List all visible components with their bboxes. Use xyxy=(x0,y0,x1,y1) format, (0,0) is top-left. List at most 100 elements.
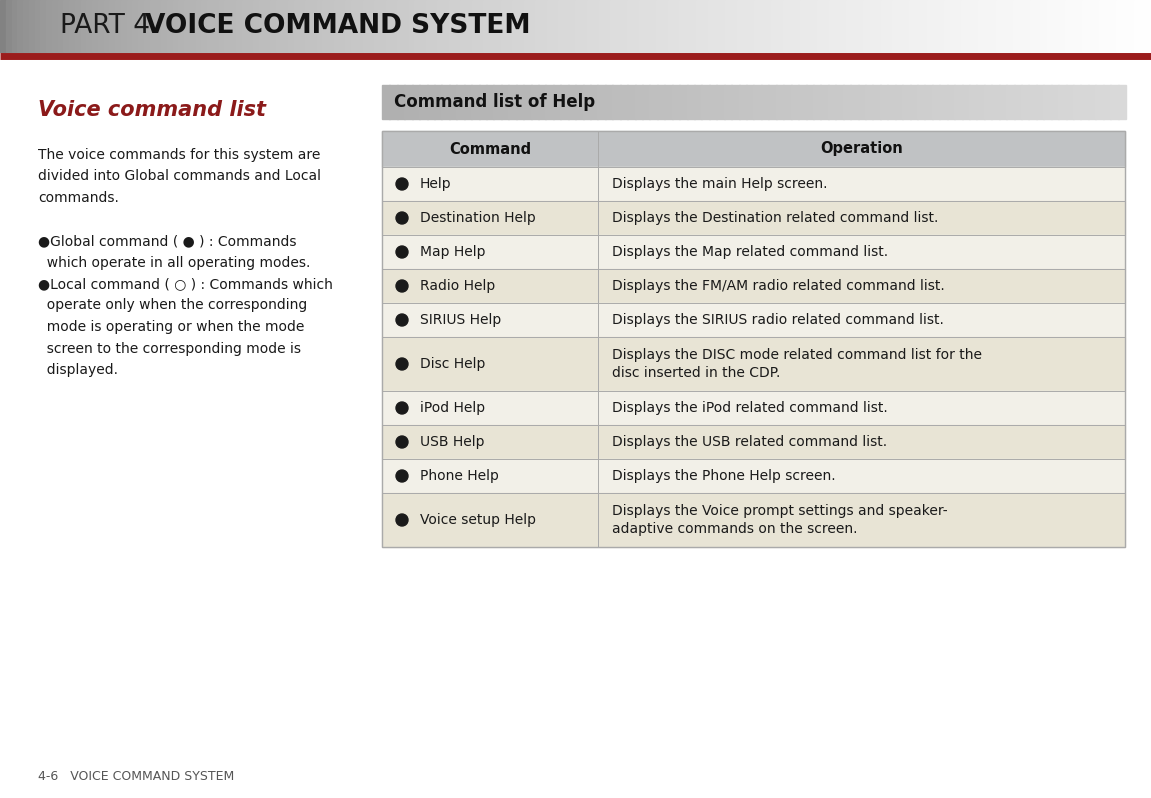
Bar xyxy=(1116,0,1123,52)
Bar xyxy=(604,0,611,52)
Bar xyxy=(857,0,864,52)
Bar xyxy=(426,0,433,52)
Bar xyxy=(40,0,47,52)
Bar xyxy=(761,85,769,119)
Bar xyxy=(397,85,405,119)
Bar xyxy=(924,85,932,119)
Bar xyxy=(857,85,866,119)
Bar xyxy=(927,0,933,52)
Bar xyxy=(1013,0,1020,52)
Bar xyxy=(1081,85,1089,119)
Bar xyxy=(552,85,562,119)
Bar xyxy=(98,0,105,52)
Bar xyxy=(460,0,467,52)
Bar xyxy=(357,0,364,52)
Text: Displays the USB related command list.: Displays the USB related command list. xyxy=(612,435,887,449)
Bar xyxy=(633,0,640,52)
Bar xyxy=(363,0,369,52)
Bar xyxy=(1043,85,1052,119)
Bar xyxy=(427,85,435,119)
Bar xyxy=(173,0,180,52)
Bar xyxy=(512,0,519,52)
Bar xyxy=(657,85,665,119)
Bar xyxy=(351,0,358,52)
Bar xyxy=(455,0,462,52)
Bar xyxy=(1134,0,1141,52)
Bar xyxy=(1093,0,1100,52)
Bar xyxy=(742,0,749,52)
Bar xyxy=(881,0,887,52)
Bar xyxy=(270,0,277,52)
Bar xyxy=(1036,85,1044,119)
Text: Voice command list: Voice command list xyxy=(38,100,266,120)
Bar xyxy=(673,0,680,52)
Bar xyxy=(748,0,755,52)
Circle shape xyxy=(396,436,407,448)
Bar xyxy=(1042,0,1049,52)
Bar xyxy=(599,0,605,52)
Bar xyxy=(1006,85,1014,119)
Bar xyxy=(817,0,824,52)
Bar xyxy=(944,0,951,52)
Bar xyxy=(1014,85,1022,119)
Bar xyxy=(1028,85,1037,119)
Bar xyxy=(382,303,1125,337)
Text: Displays the main Help screen.: Displays the main Help screen. xyxy=(612,177,828,191)
Text: mode is operating or when the mode: mode is operating or when the mode xyxy=(38,320,304,334)
Bar xyxy=(612,85,620,119)
Bar xyxy=(570,0,577,52)
Bar xyxy=(932,85,940,119)
Text: USB Help: USB Help xyxy=(420,435,485,449)
Bar xyxy=(1088,85,1096,119)
Bar xyxy=(340,0,346,52)
Bar xyxy=(788,0,795,52)
Bar xyxy=(382,85,390,119)
Bar xyxy=(449,85,457,119)
Bar xyxy=(1076,0,1083,52)
Text: Displays the Destination related command list.: Displays the Destination related command… xyxy=(612,211,938,225)
Bar xyxy=(35,0,41,52)
Bar xyxy=(541,0,548,52)
Bar xyxy=(434,85,442,119)
Bar xyxy=(81,0,87,52)
Bar xyxy=(696,0,703,52)
Bar xyxy=(679,0,686,52)
Text: Command: Command xyxy=(449,141,531,156)
Bar xyxy=(950,0,956,52)
Bar xyxy=(509,85,517,119)
Bar xyxy=(419,85,427,119)
Text: VOICE COMMAND SYSTEM: VOICE COMMAND SYSTEM xyxy=(145,13,531,39)
Bar xyxy=(760,0,767,52)
Bar xyxy=(69,0,76,52)
Bar xyxy=(213,0,220,52)
Bar xyxy=(92,0,99,52)
Text: Phone Help: Phone Help xyxy=(420,469,498,483)
Bar xyxy=(627,0,634,52)
Bar xyxy=(230,0,237,52)
Bar xyxy=(863,0,870,52)
Bar xyxy=(127,0,134,52)
Bar xyxy=(382,167,1125,201)
Bar xyxy=(437,0,444,52)
Bar xyxy=(1047,0,1054,52)
Bar xyxy=(282,0,289,52)
Bar xyxy=(478,0,485,52)
Bar xyxy=(791,85,799,119)
Bar xyxy=(1096,85,1104,119)
Bar xyxy=(558,0,565,52)
Text: adaptive commands on the screen.: adaptive commands on the screen. xyxy=(612,522,857,536)
Bar xyxy=(1111,85,1119,119)
Bar xyxy=(642,85,650,119)
Bar xyxy=(737,0,744,52)
Bar xyxy=(472,0,479,52)
Bar xyxy=(561,85,569,119)
Bar xyxy=(864,85,874,119)
Bar xyxy=(374,0,381,52)
Bar xyxy=(409,0,416,52)
Bar xyxy=(1001,0,1008,52)
Bar xyxy=(382,269,1125,303)
Bar xyxy=(109,0,116,52)
Bar xyxy=(489,0,496,52)
Bar xyxy=(656,0,663,52)
Text: operate only when the corresponding: operate only when the corresponding xyxy=(38,298,307,313)
